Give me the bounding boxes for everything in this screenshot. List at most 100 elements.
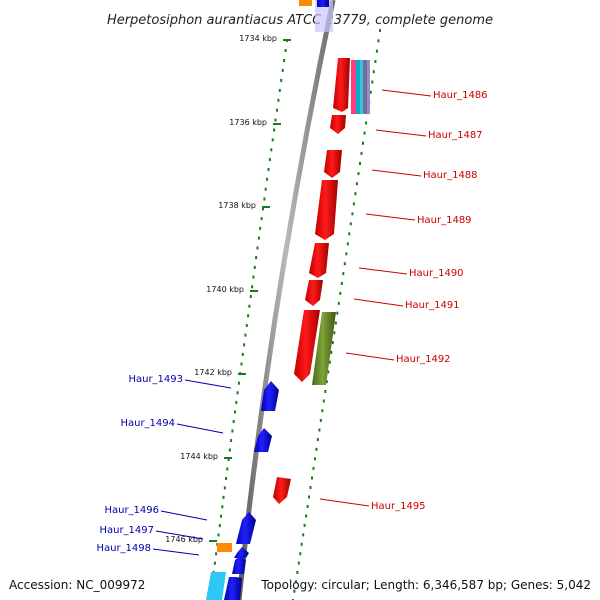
outer-track-dot: [315, 447, 318, 451]
inner-track-dot: [280, 78, 283, 82]
outer-track-dot: [313, 457, 316, 461]
outer-track-dot: [372, 70, 375, 74]
scale-tick-label: 1742 kbp: [194, 368, 232, 377]
gene-haur-1487[interactable]: [330, 115, 346, 134]
gene-label[interactable]: Haur_1490: [409, 268, 464, 279]
inner-track-dot: [235, 400, 238, 404]
gene-label[interactable]: Haur_1489: [417, 215, 472, 226]
leader-line: [353, 298, 404, 307]
gene-label[interactable]: Haur_1488: [423, 170, 478, 181]
forward-genes: [273, 58, 370, 504]
outer-track-dot: [331, 341, 334, 345]
inner-track-dot: [222, 495, 225, 499]
gene-label[interactable]: Haur_1493: [128, 374, 183, 385]
gene-haur-1494[interactable]: [254, 428, 272, 452]
gene-haur-1490[interactable]: [309, 243, 329, 278]
inner-track-dot: [270, 148, 273, 152]
outer-track-dot: [316, 438, 319, 442]
gene-label[interactable]: Haur_1491: [405, 300, 460, 311]
outer-track-dot: [333, 331, 336, 335]
outer-track-dot: [343, 262, 346, 266]
gene-label[interactable]: Haur_1495: [371, 501, 426, 512]
gene-label[interactable]: Haur_1492: [396, 354, 451, 365]
gene-label[interactable]: Haur_1496: [104, 505, 159, 516]
inner-track-dot: [268, 158, 271, 162]
gene-haur-1489[interactable]: [315, 180, 338, 240]
gene-haur-1491[interactable]: [305, 280, 323, 306]
outer-track-dot: [337, 301, 340, 305]
gene-haur-1492[interactable]: [294, 310, 320, 382]
inner-track-dot: [230, 439, 233, 442]
outer-track-dot: [324, 389, 327, 393]
inner-track-dot: [218, 524, 221, 528]
gene-label[interactable]: Haur_1494: [120, 418, 175, 429]
inner-track-dot: [240, 362, 243, 366]
scale-ticks: 1734 kbp 1736 kbp 1738 kbp 1740 kbp 1742…: [165, 34, 291, 544]
leader-line: [345, 352, 395, 361]
outer-track-dot: [363, 131, 366, 135]
gene-haur-1488[interactable]: [324, 150, 342, 178]
leader-line: [155, 530, 204, 540]
outer-track-dot: [371, 80, 374, 84]
outer-track-dot: [359, 162, 361, 165]
gene-haur-1492-rna[interactable]: [312, 312, 336, 385]
outer-track-dot: [327, 370, 330, 374]
outer-track-dot: [346, 242, 349, 246]
gene-label[interactable]: Haur_1486: [433, 90, 488, 101]
outer-track-dot: [362, 141, 364, 145]
inner-track-dot: [257, 236, 260, 240]
gene-haur-1493[interactable]: [261, 381, 279, 411]
genome-title: Herpetosiphon aurantiacus ATCC 23779, co…: [107, 13, 493, 28]
blue-feature-top: [315, 0, 333, 32]
leader-line: [371, 169, 422, 177]
outer-track-dot: [374, 60, 377, 63]
inner-track-dot: [237, 381, 240, 385]
inner-track-dot: [220, 514, 222, 518]
outer-track-dot: [318, 428, 321, 432]
outer-track-dot: [302, 533, 305, 537]
inner-track-dot: [248, 304, 251, 308]
inner-track-dot: [274, 118, 277, 122]
inner-track-dot: [221, 505, 224, 509]
gene-haur-1496[interactable]: [236, 512, 256, 544]
leader-line: [160, 510, 208, 521]
outer-track-dot: [375, 49, 378, 53]
gene-label[interactable]: Haur_1498: [96, 543, 151, 554]
leader-line: [184, 379, 232, 389]
outer-track-dot: [293, 589, 296, 593]
inner-track-dot: [215, 552, 218, 556]
outer-track-dot: [312, 466, 315, 470]
inner-track-dot: [253, 265, 256, 269]
gene-haur-1497[interactable]: [234, 547, 249, 558]
outer-track-dot: [336, 311, 339, 315]
outer-track-dot: [300, 542, 303, 546]
outer-track-dot: [339, 291, 342, 295]
inner-track-dot: [225, 477, 227, 480]
outer-track-dot: [352, 202, 355, 206]
topology-text: Topology: circular; Length: 6,346,587 bp…: [261, 578, 591, 592]
inner-track-dot: [243, 343, 246, 347]
inner-track-dot: [266, 177, 269, 181]
inner-track-dot: [232, 420, 235, 423]
gene-labels: Haur_1486 Haur_1487 Haur_1488 Haur_1489 …: [96, 90, 487, 554]
leader-line: [176, 423, 224, 434]
inner-track-dot: [236, 391, 239, 395]
gene-label[interactable]: Haur_1487: [428, 130, 483, 141]
gene-haur-1486[interactable]: [333, 58, 370, 114]
inner-track-dot: [278, 88, 281, 92]
outer-tick-track: [292, 29, 381, 600]
outer-track-dot: [321, 409, 324, 413]
gene-label[interactable]: Haur_1497: [99, 525, 154, 536]
inner-track-dot: [259, 226, 262, 230]
outer-track-dot: [357, 172, 360, 176]
scale-tick-label: 1746 kbp: [165, 535, 203, 544]
scale-tick-label: 1740 kbp: [206, 285, 244, 294]
inner-track-dot: [226, 467, 229, 471]
outer-track-dot: [334, 321, 337, 325]
outer-track-dot: [311, 476, 313, 480]
outer-track-dot: [348, 232, 351, 236]
inner-track-dot: [256, 246, 259, 250]
gene-haur-1498[interactable]: [232, 556, 246, 574]
outer-track-dot: [355, 182, 358, 186]
gene-haur-1495[interactable]: [273, 477, 291, 504]
